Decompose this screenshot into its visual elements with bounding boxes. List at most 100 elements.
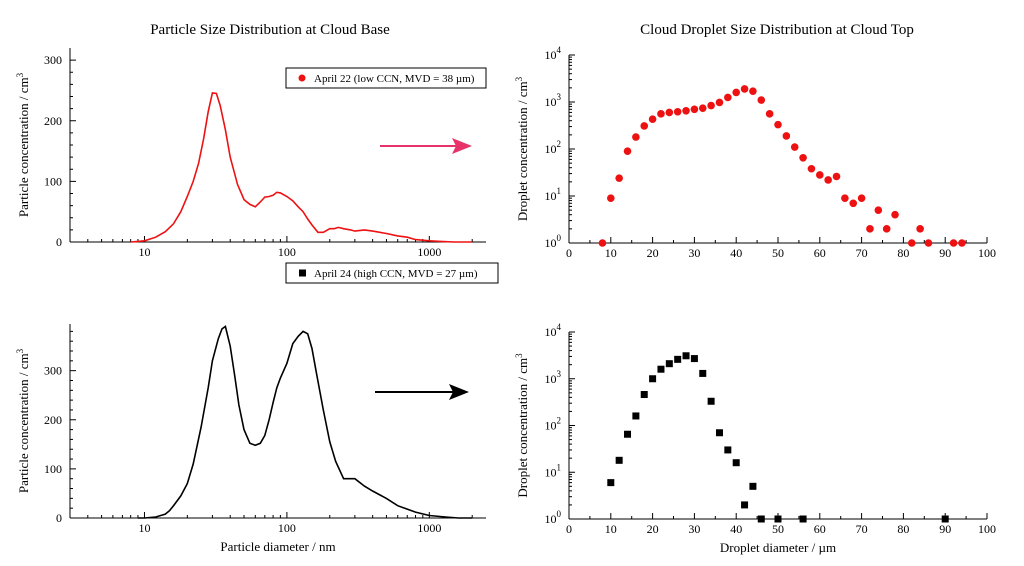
data-point bbox=[715, 98, 724, 107]
y-tick-label: 102 bbox=[545, 139, 562, 156]
y-tick-label: 101 bbox=[545, 186, 562, 203]
data-point bbox=[958, 239, 966, 247]
plot-apr22-droplets: 0 10 20 30 40 50 60 70 80 90 100 100 101 102 103 104 Dro… bbox=[514, 45, 996, 260]
data-point bbox=[607, 479, 615, 487]
data-point bbox=[941, 515, 949, 523]
x-tick-label: 100 bbox=[978, 246, 996, 260]
data-point bbox=[657, 365, 665, 373]
legend-label: April 22 (low CCN, MVD = 38 µm) bbox=[314, 73, 475, 85]
data-point bbox=[615, 174, 623, 182]
x-tick-label: 80 bbox=[897, 246, 909, 260]
x-tick-label: 40 bbox=[730, 246, 742, 260]
data-point bbox=[732, 459, 740, 467]
y-tick-label: 103 bbox=[545, 92, 562, 109]
series-line bbox=[138, 325, 473, 519]
y-tick-label: 100 bbox=[545, 509, 562, 526]
x-tick-label: 70 bbox=[856, 246, 868, 260]
data-point bbox=[816, 171, 824, 179]
x-tick-label: 1000 bbox=[417, 245, 441, 259]
x-tick-label: 100 bbox=[278, 521, 296, 535]
y-tick-label: 100 bbox=[44, 462, 62, 476]
data-point bbox=[857, 194, 866, 202]
data-point bbox=[916, 225, 924, 233]
x-tick-label: 90 bbox=[939, 522, 951, 536]
x-tick-label: 80 bbox=[897, 522, 909, 536]
legend-label: April 24 (high CCN, MVD = 27 µm) bbox=[314, 268, 478, 280]
data-point bbox=[765, 110, 774, 118]
x-tick-label: 60 bbox=[814, 522, 826, 536]
right-column-title: Cloud Droplet Size Distribution at Cloud… bbox=[640, 22, 914, 38]
left-column-title: Particle Size Distribution at Cloud Base bbox=[150, 22, 390, 38]
y-tick-label: 200 bbox=[44, 114, 62, 128]
data-point bbox=[832, 172, 841, 181]
x-tick-label: 100 bbox=[978, 522, 996, 536]
data-point bbox=[623, 147, 632, 155]
data-point bbox=[807, 164, 816, 173]
data-point bbox=[698, 104, 707, 112]
plot-apr22-particles: 10 100 1000 0 100 200 300 Particle concentratio… bbox=[15, 48, 487, 259]
y-tick-label: 0 bbox=[56, 235, 62, 249]
data-point bbox=[640, 122, 649, 130]
data-point bbox=[665, 360, 673, 368]
data-point bbox=[615, 456, 623, 464]
data-point bbox=[657, 110, 665, 118]
data-point bbox=[774, 515, 782, 523]
legend-marker bbox=[298, 74, 306, 82]
data-point bbox=[699, 369, 707, 377]
legend: April 22 (low CCN, MVD = 38 µm) bbox=[285, 67, 487, 89]
y-tick-label: 104 bbox=[545, 322, 562, 339]
legend-marker bbox=[299, 269, 306, 277]
y-tick-label: 102 bbox=[545, 416, 562, 433]
plot-apr24-droplets: 0 10 20 30 40 50 60 70 80 90 100 100 101 102 103 104 Dro… bbox=[514, 322, 996, 555]
data-point bbox=[757, 515, 765, 523]
x-tick-label: 50 bbox=[772, 522, 784, 536]
y-tick-label: 300 bbox=[44, 364, 62, 378]
y-tick-label: 300 bbox=[44, 53, 62, 67]
data-point bbox=[749, 482, 757, 490]
y-tick-label: 100 bbox=[545, 233, 562, 250]
y-tick-label: 200 bbox=[44, 413, 62, 427]
arrow-apr24 bbox=[375, 384, 469, 400]
data-point bbox=[690, 105, 699, 114]
x-tick-label: 50 bbox=[772, 246, 784, 260]
data-point bbox=[924, 239, 933, 247]
data-point bbox=[882, 225, 891, 233]
data-point bbox=[782, 132, 791, 140]
data-point bbox=[607, 194, 615, 202]
x-tick-label: 10 bbox=[605, 246, 617, 260]
arrow-apr22 bbox=[380, 138, 472, 154]
data-point bbox=[648, 115, 657, 124]
data-point bbox=[598, 239, 607, 247]
data-point bbox=[682, 106, 690, 115]
data-point bbox=[799, 153, 807, 162]
x-tick-label: 0 bbox=[566, 246, 572, 260]
data-point bbox=[907, 239, 916, 247]
data-point bbox=[874, 206, 883, 214]
x-tick-label: 40 bbox=[730, 522, 742, 536]
y-axis-label: Particle concentration / cm3 bbox=[15, 72, 31, 217]
data-point bbox=[824, 176, 832, 184]
x-tick-label: 20 bbox=[647, 246, 659, 260]
x-tick-label: 1000 bbox=[417, 521, 441, 535]
data-point bbox=[949, 239, 958, 247]
data-point bbox=[891, 210, 899, 219]
x-tick-label: 100 bbox=[278, 245, 296, 259]
x-tick-label: 0 bbox=[566, 522, 572, 536]
x-tick-label: 10 bbox=[138, 521, 150, 535]
data-point bbox=[790, 143, 799, 151]
data-point bbox=[624, 430, 632, 438]
x-tick-label: 60 bbox=[814, 246, 826, 260]
data-point bbox=[707, 397, 715, 405]
x-tick-label: 10 bbox=[605, 522, 617, 536]
legend-box bbox=[285, 262, 499, 284]
data-point bbox=[673, 107, 682, 116]
data-point bbox=[740, 85, 749, 93]
x-axis-label: Particle diameter / nm bbox=[220, 539, 335, 554]
x-tick-label: 20 bbox=[647, 522, 659, 536]
series-line bbox=[130, 91, 473, 243]
data-point bbox=[715, 429, 723, 437]
data-point bbox=[749, 87, 757, 95]
data-point bbox=[640, 391, 648, 399]
x-tick-label: 10 bbox=[138, 245, 150, 259]
